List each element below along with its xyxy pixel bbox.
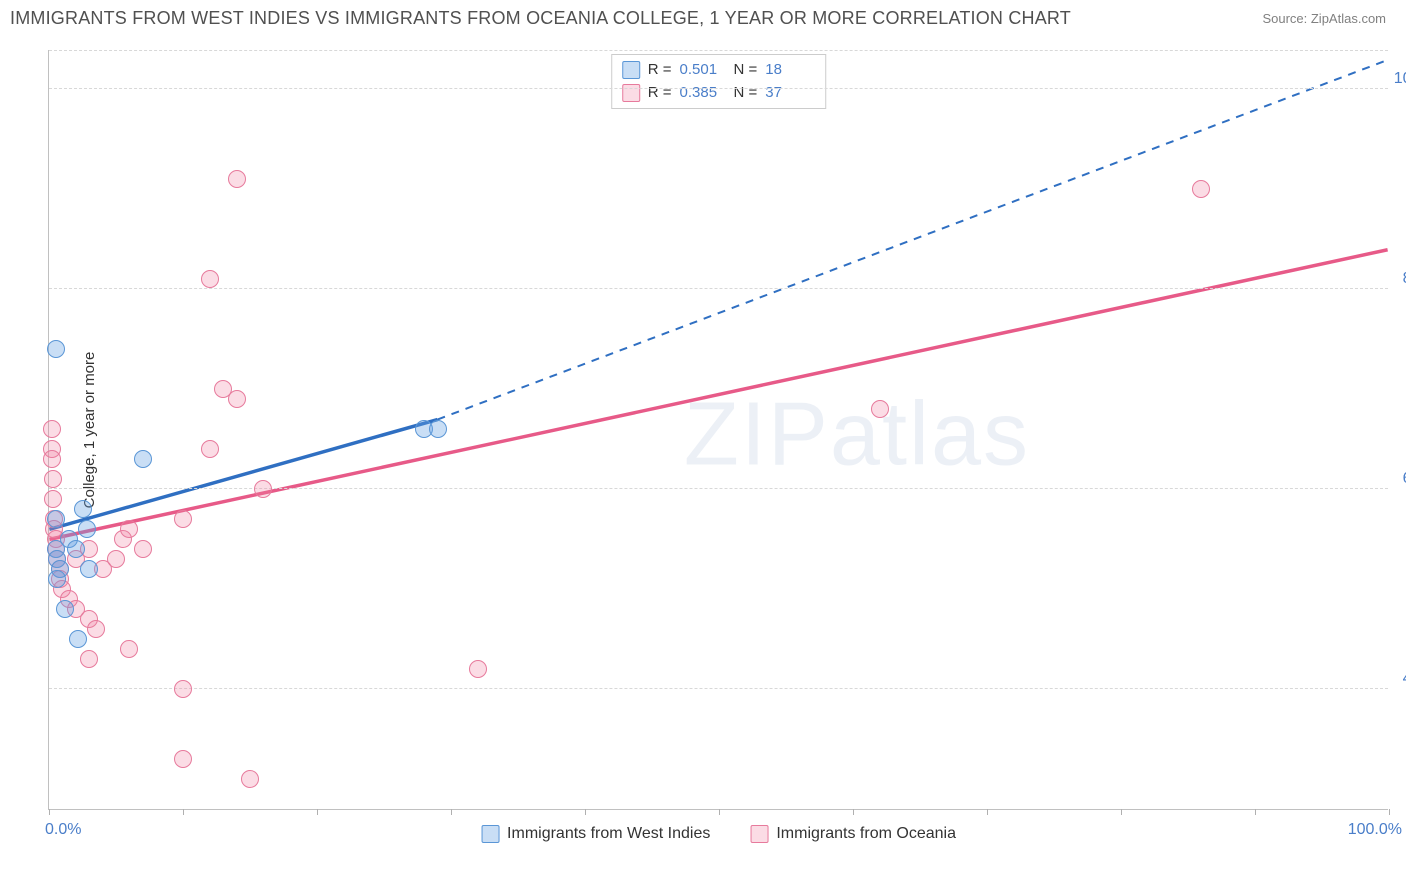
data-point (80, 650, 98, 668)
data-point (1192, 180, 1210, 198)
data-point (134, 450, 152, 468)
data-point (47, 510, 65, 528)
stat-r-series2: 0.385 (680, 82, 726, 105)
y-tick-label: 100.0% (1393, 70, 1406, 88)
data-point (67, 540, 85, 558)
data-point (48, 570, 66, 588)
data-point (87, 620, 105, 638)
watermark-text: ZIPatlas (684, 383, 1030, 486)
data-point (871, 400, 889, 418)
data-point (43, 420, 61, 438)
x-axis-end-label: 100.0% (1348, 821, 1402, 839)
stats-legend: R = 0.501 N = 18 R = 0.385 N = 37 (611, 54, 827, 109)
data-point (47, 340, 65, 358)
data-point (228, 170, 246, 188)
x-axis-start-label: 0.0% (45, 821, 81, 839)
data-point (69, 630, 87, 648)
stat-n-label: N = (734, 59, 758, 82)
data-point (174, 750, 192, 768)
source-attribution: Source: ZipAtlas.com (1262, 11, 1386, 26)
data-point (120, 520, 138, 538)
data-point (201, 270, 219, 288)
stat-n-series2: 37 (765, 82, 811, 105)
regression-lines-layer (49, 50, 1388, 809)
y-axis-title: College, 1 year or more (81, 351, 98, 508)
data-point (74, 500, 92, 518)
data-point (201, 440, 219, 458)
legend-label-series1: Immigrants from West Indies (507, 825, 710, 843)
y-tick-label: 60.0% (1393, 470, 1406, 488)
stat-r-label: R = (648, 59, 672, 82)
data-point (78, 520, 96, 538)
swatch-series1-icon (622, 61, 640, 79)
swatch-series2-icon (750, 825, 768, 843)
data-point (228, 390, 246, 408)
data-point (120, 640, 138, 658)
data-point (44, 490, 62, 508)
data-point (43, 450, 61, 468)
data-point (174, 510, 192, 528)
stat-r-series1: 0.501 (680, 59, 726, 82)
y-tick-label: 40.0% (1393, 670, 1406, 688)
swatch-series2-icon (622, 84, 640, 102)
scatter-chart: College, 1 year or more ZIPatlas R = 0.5… (48, 50, 1388, 810)
legend-label-series2: Immigrants from Oceania (776, 825, 956, 843)
data-point (56, 600, 74, 618)
data-point (174, 680, 192, 698)
data-point (134, 540, 152, 558)
stat-r-label: R = (648, 82, 672, 105)
data-point (80, 560, 98, 578)
stat-n-label: N = (734, 82, 758, 105)
data-point (107, 550, 125, 568)
chart-title: IMMIGRANTS FROM WEST INDIES VS IMMIGRANT… (10, 8, 1071, 29)
stat-n-series1: 18 (765, 59, 811, 82)
series-legend: Immigrants from West Indies Immigrants f… (481, 825, 956, 843)
data-point (241, 770, 259, 788)
swatch-series1-icon (481, 825, 499, 843)
data-point (254, 480, 272, 498)
data-point (44, 470, 62, 488)
data-point (469, 660, 487, 678)
y-tick-label: 80.0% (1393, 270, 1406, 288)
data-point (429, 420, 447, 438)
